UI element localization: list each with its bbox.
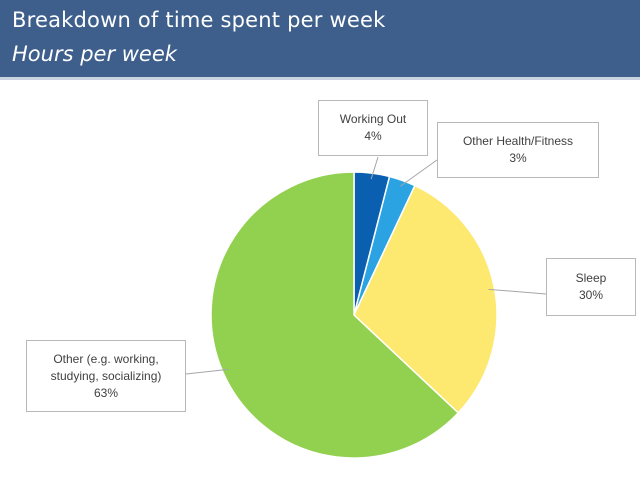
slice-value: 4%	[364, 129, 382, 143]
data-label-other: Other (e.g. working, studying, socializi…	[26, 340, 186, 412]
slice-value: 63%	[93, 385, 119, 400]
pie-slices	[210, 171, 498, 459]
leader-line-1	[400, 159, 438, 187]
slice-value: 3%	[509, 151, 527, 165]
chart-subtitle: Hours per week	[12, 42, 177, 66]
leader-line-2	[488, 288, 547, 295]
leader-lines	[185, 156, 547, 375]
leader-line-3	[185, 368, 229, 375]
pie-slice-other-3	[210, 171, 460, 459]
slice-label: Working Out	[339, 112, 407, 126]
data-label-working-out: Working Out 4%	[318, 100, 428, 156]
pie-slice-sleep-2	[353, 184, 498, 414]
chart-title: Breakdown of time spent per week	[12, 8, 386, 32]
leader-line-0	[370, 156, 379, 180]
slice-label: Other (e.g. working, studying, socializi…	[50, 351, 162, 383]
slice-label: Other Health/Fitness	[462, 134, 574, 148]
slice-label: Sleep	[575, 271, 607, 285]
chart-header: Breakdown of time spent per week Hours p…	[0, 0, 640, 80]
data-label-sleep: Sleep 30%	[546, 258, 636, 316]
data-label-other-health-fitness: Other Health/Fitness 3%	[437, 122, 599, 178]
slice-value: 30%	[578, 288, 604, 302]
